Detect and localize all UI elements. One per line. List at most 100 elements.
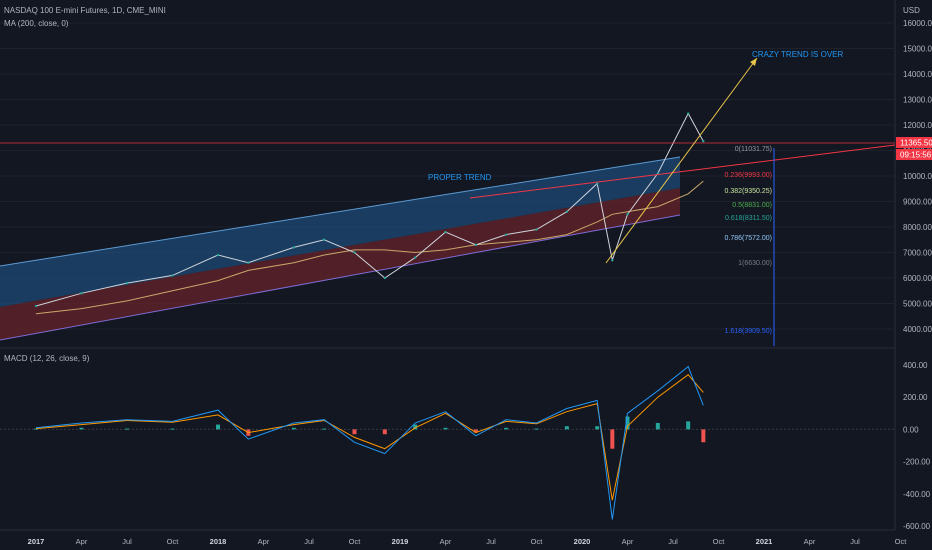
fib-level-label: 0.786(7572.00) — [725, 235, 772, 242]
time-tick-label: Oct — [167, 537, 180, 546]
price-point — [353, 251, 356, 254]
time-tick-label: 2017 — [28, 537, 45, 546]
price-tick-label: 5000.00 — [903, 300, 932, 309]
macd-histogram-bar — [79, 427, 84, 430]
time-tick-label: Jul — [304, 537, 314, 546]
fib-level-label: 0.5(8831.00) — [732, 202, 772, 209]
price-point — [686, 112, 690, 115]
ma-200-line — [35, 180, 704, 315]
countdown-value: 09:15:56 — [900, 151, 932, 160]
macd-tick-label: -200.00 — [903, 458, 931, 467]
macd-histogram-bar — [413, 424, 418, 430]
price-point — [216, 253, 220, 257]
macd-histogram-bar — [322, 428, 327, 430]
crazy-trend-label: CRAZY TREND IS OVER — [752, 50, 844, 59]
price-point — [247, 261, 250, 264]
macd-axis[interactable]: 400.00 200.00 0.00 -200.00 -400.00 -600.00 — [903, 361, 931, 531]
price-point — [474, 243, 478, 247]
trend-channel — [0, 156, 681, 341]
price-series — [0, 57, 896, 315]
price-tick-label: 10000.00 — [903, 172, 932, 181]
macd-tick-label: -400.00 — [903, 490, 931, 499]
macd-histogram-bar — [473, 429, 478, 433]
time-tick-label: 2019 — [392, 537, 409, 546]
price-point — [413, 256, 417, 259]
channel-upper-band — [0, 157, 680, 307]
time-tick-label: Jul — [122, 537, 132, 546]
price-tick-label: 16000.00 — [903, 19, 932, 28]
price-point — [444, 230, 447, 234]
macd-histogram-bar — [595, 426, 600, 430]
fib-level-label: 1.618(3909.50) — [725, 328, 772, 335]
price-point — [702, 139, 705, 143]
fib-retracement: 0(11031.75) 0.236(9993.00) 0.382(9350.25) 0… — [725, 146, 775, 346]
proper-trend-label: PROPER TREND — [428, 173, 492, 182]
macd-histogram-bar — [564, 426, 569, 430]
macd-histogram-bar — [34, 428, 38, 430]
price-tick-label: 9000.00 — [903, 198, 932, 207]
price-point — [34, 304, 38, 308]
macd-histogram-bar — [352, 429, 357, 435]
currency-label: USD — [903, 6, 920, 15]
fib-level-label: 0.618(8311.50) — [725, 215, 772, 222]
fib-level-label: 1(6630.00) — [738, 260, 772, 267]
macd-histogram-bar — [610, 429, 615, 449]
time-tick-label: Oct — [531, 537, 544, 546]
crazy-trend-line — [605, 57, 758, 264]
channel-upper-line — [0, 156, 681, 267]
macd-histogram-bar — [125, 428, 129, 430]
time-tick-label: Apr — [258, 537, 270, 546]
price-point — [80, 292, 83, 295]
fib-level-label: 0.382(9350.25) — [725, 188, 772, 195]
price-point — [535, 228, 538, 231]
macd-histogram-bar — [504, 427, 509, 430]
price-point — [504, 233, 508, 236]
time-tick-label: Oct — [349, 537, 362, 546]
time-axis[interactable]: 2017 Apr Jul Oct 2018 Apr Jul Oct 2019 Apr Jul Oct 2… — [28, 537, 908, 546]
crazy-trend-arrow — [750, 58, 757, 66]
macd-histogram-bar — [686, 421, 691, 430]
price-tick-label: 6000.00 — [903, 274, 932, 283]
last-price-tag — [896, 137, 932, 148]
macd-histogram-bar — [701, 429, 706, 443]
symbol-title: NASDAQ 100 E-mini Futures, 1D, CME_MINI — [4, 6, 166, 15]
time-tick-label: Apr — [622, 537, 634, 546]
price-point — [626, 213, 629, 216]
last-price-value: 11365.50 — [900, 139, 932, 148]
price-tick-label: 14000.00 — [903, 70, 932, 79]
time-tick-label: Jul — [850, 537, 860, 546]
fib-level-label: 0(11031.75) — [735, 146, 772, 153]
time-tick-label: 2021 — [756, 537, 773, 546]
macd-histogram-bar — [443, 427, 448, 430]
price-tick-label: 4000.00 — [903, 325, 932, 334]
time-tick-label: Apr — [440, 537, 452, 546]
price-point — [611, 258, 614, 262]
macd-histogram-bar — [170, 428, 175, 430]
time-tick-label: 2018 — [210, 537, 227, 546]
price-point — [125, 281, 129, 285]
macd-histogram-bar — [382, 429, 387, 435]
price-point — [171, 274, 174, 277]
macd-histogram-bar — [625, 416, 630, 430]
price-tick-label: 7000.00 — [903, 249, 932, 258]
price-point — [565, 210, 569, 213]
time-tick-label: Jul — [486, 537, 496, 546]
price-point — [292, 246, 296, 249]
countdown-tag — [896, 149, 932, 160]
ma-legend: MA (200, close, 0) — [4, 19, 69, 28]
price-tick-label: 13000.00 — [903, 96, 932, 105]
macd-line — [35, 365, 704, 520]
channel-lower-line — [0, 214, 681, 341]
time-tick-label: 2020 — [574, 537, 591, 546]
price-point — [595, 182, 599, 185]
price-point — [383, 276, 387, 280]
fib-level-label: 0.236(9993.00) — [725, 172, 772, 179]
time-tick-label: Jul — [668, 537, 678, 546]
time-tick-label: Apr — [804, 537, 816, 546]
red-trend-line — [469, 144, 896, 199]
macd-tick-label: 400.00 — [903, 361, 928, 370]
price-point — [322, 238, 326, 241]
macd-histogram-bar — [655, 422, 660, 430]
macd-histogram-bar — [216, 424, 220, 430]
